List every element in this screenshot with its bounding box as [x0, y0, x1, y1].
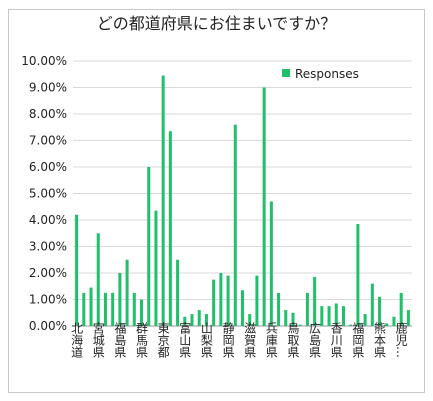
x-tick-label: 福岡県	[351, 321, 365, 358]
bar	[154, 210, 158, 326]
bar	[277, 292, 281, 326]
bar	[147, 167, 151, 326]
y-tick-label: 7.00%	[29, 134, 67, 148]
bar	[111, 292, 115, 326]
bar	[118, 273, 122, 326]
bar	[363, 314, 367, 326]
bar	[233, 124, 237, 326]
bar	[320, 306, 324, 326]
bar	[291, 312, 295, 326]
bar	[313, 276, 317, 326]
bar	[161, 75, 165, 326]
bar	[341, 306, 345, 326]
x-tick-label: 北海道	[70, 322, 84, 358]
x-tick-label: 静岡県	[221, 322, 235, 358]
y-tick-label: 4.00%	[29, 213, 67, 227]
bar	[356, 223, 360, 326]
bar	[385, 323, 389, 326]
bar	[334, 303, 338, 326]
legend-swatch	[282, 69, 290, 77]
chart-title: どの都道府県にお住まいですか？	[96, 14, 337, 33]
x-tick-label: 東京都	[156, 322, 170, 358]
x-tick-label: 香川県	[329, 322, 343, 358]
bar	[262, 87, 266, 326]
bar	[399, 292, 403, 326]
bar	[219, 273, 223, 326]
bar	[204, 314, 208, 326]
bar	[140, 299, 144, 326]
x-tick-label: 福島県	[113, 321, 127, 358]
bar	[406, 310, 410, 326]
bar	[89, 287, 93, 326]
y-tick-label: 10.00%	[21, 54, 67, 68]
x-tick-label: 山梨県	[199, 322, 213, 358]
bar	[96, 233, 100, 326]
y-tick-label: 3.00%	[29, 240, 67, 254]
bar	[190, 314, 194, 326]
bar	[212, 279, 216, 326]
bar	[75, 214, 79, 326]
x-tick-label: 鳥取県	[286, 321, 300, 358]
bar	[392, 316, 396, 326]
bar	[125, 259, 129, 326]
bar	[241, 290, 244, 326]
bar	[183, 316, 187, 326]
bar	[298, 324, 302, 326]
bar	[378, 296, 382, 326]
y-tick-label: 2.00%	[29, 266, 67, 280]
bar	[284, 310, 288, 326]
bar	[168, 131, 172, 326]
x-tick-label: 兵庫県	[264, 322, 278, 358]
bar	[82, 292, 86, 326]
bar	[255, 275, 259, 326]
bar	[349, 324, 353, 326]
bar	[103, 292, 107, 326]
y-tick-label: 9.00%	[29, 81, 67, 95]
bar	[176, 259, 180, 326]
x-tick-label: 富山県	[178, 321, 192, 358]
bar	[248, 314, 252, 326]
y-tick-label: 5.00%	[29, 187, 67, 201]
legend-label: Responses	[295, 67, 359, 81]
x-tick-label: 鹿児…	[394, 321, 408, 358]
bar	[226, 275, 230, 326]
y-tick-label: 8.00%	[29, 107, 67, 121]
x-tick-label: 宮城県	[91, 321, 105, 358]
x-tick-label: 滋賀県	[243, 322, 257, 358]
chart-frame	[8, 9, 425, 393]
y-tick-label: 1.00%	[29, 293, 67, 307]
bar	[269, 201, 273, 326]
y-tick-label: 6.00%	[29, 160, 67, 174]
y-tick-label: 0.00%	[29, 319, 67, 333]
x-tick-label: 熊本県	[373, 321, 387, 358]
bar	[305, 292, 309, 326]
x-tick-label: 群馬県	[135, 322, 149, 358]
bar	[370, 283, 374, 326]
bar	[132, 292, 136, 326]
bar	[327, 306, 331, 326]
x-tick-label: 広島県	[308, 322, 322, 358]
bar	[197, 310, 201, 326]
